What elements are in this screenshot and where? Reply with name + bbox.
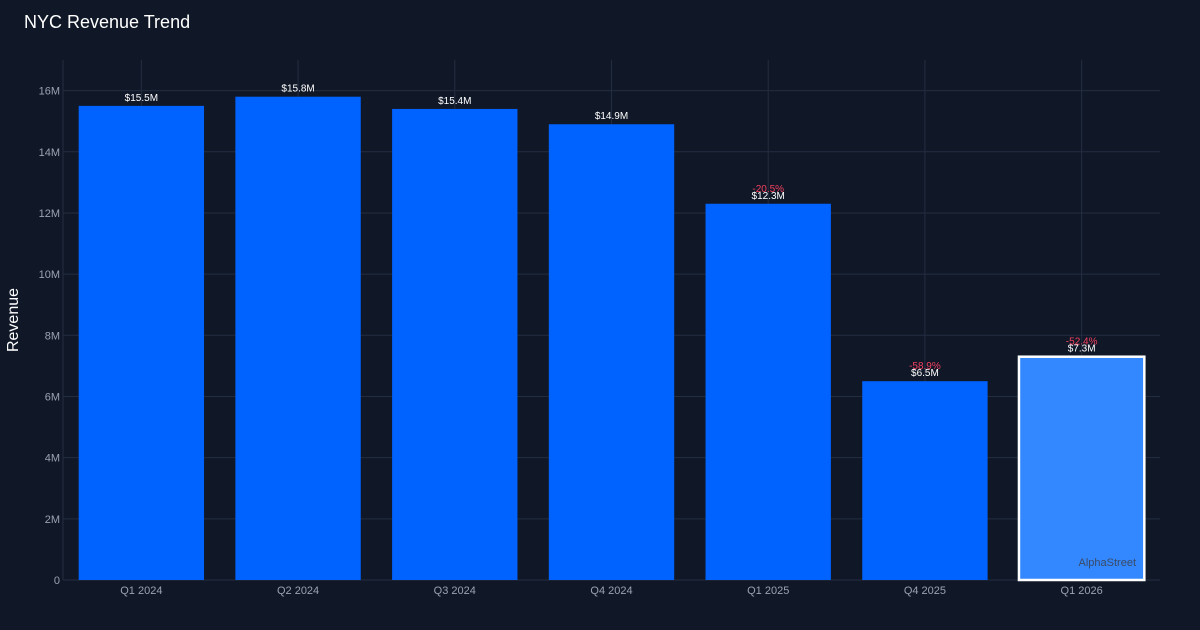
y-tick-label: 2M: [45, 514, 60, 526]
bar-q3-2024[interactable]: [392, 108, 518, 581]
y-tick-label: 12M: [39, 208, 60, 220]
bar-value-label: $7.3M: [1068, 344, 1096, 355]
y-tick-label: 8M: [45, 330, 60, 342]
bar-change-label: -52.4%: [1066, 337, 1098, 348]
bar-value-label: $14.9M: [595, 111, 628, 122]
y-tick-label: 6M: [45, 391, 60, 403]
bar-q2-2024[interactable]: [235, 96, 361, 581]
y-tick-label: 16M: [39, 86, 60, 98]
bar-value-label: $12.3M: [752, 191, 785, 202]
y-axis-label: Revenue: [5, 288, 22, 352]
y-tick-label: 10M: [39, 269, 60, 281]
chart-title: NYC Revenue Trend: [24, 12, 191, 32]
bar-value-label: $6.5M: [911, 368, 939, 379]
x-tick-label: Q3 2024: [434, 585, 476, 597]
x-tick-label: Q1 2024: [120, 585, 162, 597]
bar-q1-2024[interactable]: [78, 105, 205, 580]
bar-q1-2026[interactable]: [1017, 355, 1146, 582]
y-tick-label: 4M: [45, 453, 60, 465]
x-tick-label: Q1 2026: [1061, 585, 1103, 597]
bar-value-label: $15.8M: [281, 84, 314, 95]
watermark: AlphaStreet: [1079, 557, 1136, 569]
bar-value-label: $15.4M: [438, 96, 471, 107]
x-tick-label: Q4 2024: [590, 585, 632, 597]
bar-q1-2025[interactable]: [705, 203, 831, 580]
bar-change-label: -58.9%: [909, 361, 941, 372]
bar-q4-2025[interactable]: [862, 381, 988, 580]
y-tick-label: 14M: [39, 147, 60, 159]
y-tick-label: 0: [54, 575, 60, 587]
bar-q4-2024[interactable]: [548, 124, 675, 580]
x-tick-label: Q1 2025: [747, 585, 789, 597]
bar-change-label: -20.5%: [752, 184, 784, 195]
bar-value-label: $15.5M: [125, 93, 158, 104]
x-tick-label: Q4 2025: [904, 585, 946, 597]
x-tick-label: Q2 2024: [277, 585, 319, 597]
